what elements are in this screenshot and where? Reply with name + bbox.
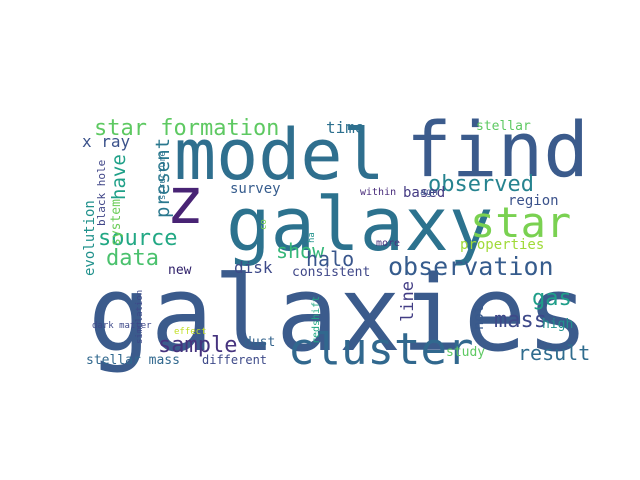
word-dark-matter: dark matter — [92, 321, 152, 331]
word-cloud: galaxies model find galaxy z star cluste… — [80, 108, 590, 375]
word-based: based — [403, 185, 446, 201]
word-structure: structure — [158, 151, 168, 200]
word-source: source — [98, 226, 178, 251]
word-effect: effect — [174, 327, 207, 337]
word-not: not — [471, 304, 487, 330]
word-observation: observation — [388, 252, 554, 281]
word-cluster: cluster — [288, 324, 474, 375]
word-result: result — [518, 341, 591, 365]
word-have: have — [108, 154, 130, 200]
word-within: within — [360, 187, 397, 198]
word-galaxy: galaxy — [226, 182, 494, 268]
word-star: star — [470, 198, 572, 247]
word-star-formation: star formation — [94, 116, 280, 141]
word-dust: dust — [244, 335, 276, 350]
word-agn: agn — [420, 187, 439, 198]
word-system: system — [109, 199, 124, 246]
word-z: z — [166, 165, 205, 239]
word-co: co — [259, 219, 269, 230]
word-galaxies: galaxies — [88, 253, 589, 375]
word-halo: halo — [306, 247, 355, 271]
word-disk: disk — [234, 258, 273, 277]
word-find: find — [406, 105, 590, 194]
word-show: show — [276, 239, 325, 263]
word-new: new — [168, 263, 192, 278]
word-stellar: stellar — [476, 119, 531, 134]
word-ha: ha — [307, 232, 317, 243]
word-study: study — [446, 345, 486, 360]
word-stellar-mass: stellar mass — [86, 353, 180, 368]
word-properties: properties — [460, 237, 545, 253]
word-high: high — [542, 317, 574, 332]
word-gas: gas — [532, 286, 572, 311]
word-survey: survey — [230, 181, 281, 197]
word-consistent: consistent — [292, 265, 371, 280]
word-region: region — [508, 193, 559, 209]
word-time: time — [326, 118, 365, 137]
word-different: different — [202, 353, 268, 367]
word-mass: mass — [494, 308, 547, 333]
word-sample: sample — [158, 333, 238, 358]
word-simulation: simulation — [135, 289, 145, 344]
word-line: line — [398, 281, 418, 322]
word-observed: observed — [428, 172, 534, 197]
word-black-hole: black hole — [95, 159, 108, 226]
word-x-ray: x ray — [82, 132, 131, 151]
word-model: model — [174, 114, 385, 196]
word-data: data — [106, 246, 159, 271]
word-more: more — [376, 238, 401, 249]
word-redshift: redshift — [311, 295, 322, 344]
